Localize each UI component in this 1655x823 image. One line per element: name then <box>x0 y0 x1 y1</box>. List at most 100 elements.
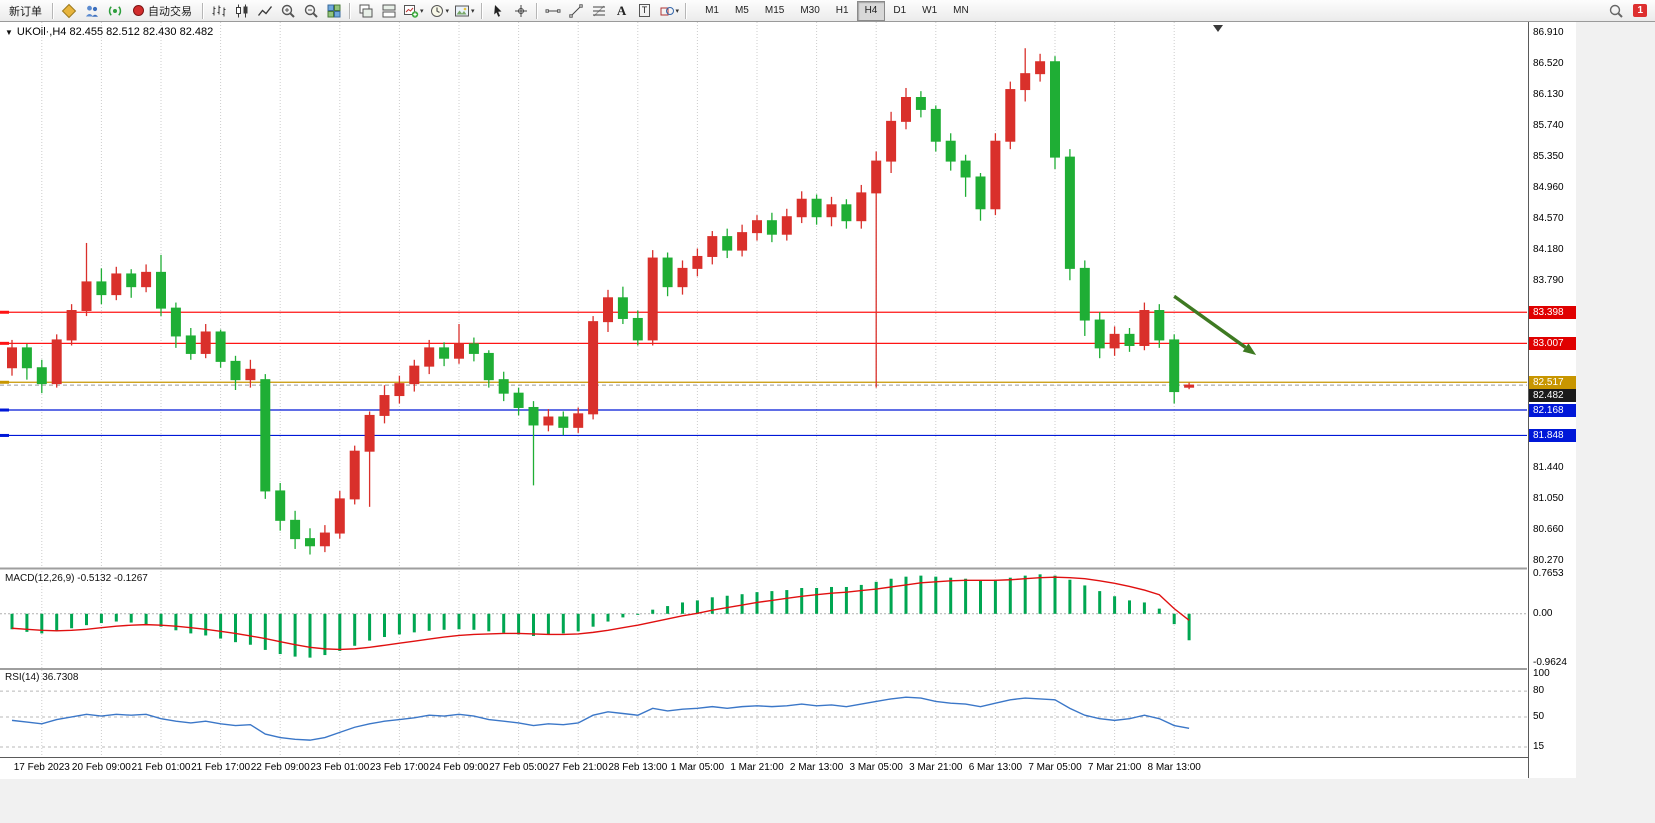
timeframe-M5[interactable]: M5 <box>727 1 757 21</box>
autotrading-button[interactable]: 自动交易 <box>127 1 198 21</box>
candle <box>632 317 643 341</box>
candle <box>156 271 166 309</box>
candle <box>454 343 464 359</box>
candle <box>483 352 494 381</box>
candle <box>558 416 569 428</box>
autotrading-label: 自动交易 <box>148 5 192 18</box>
candle <box>290 519 301 540</box>
timeframe-H4[interactable]: H4 <box>856 0 886 21</box>
label-tool-button[interactable]: T <box>634 1 656 21</box>
candle <box>349 450 360 500</box>
price-chart[interactable] <box>0 22 1527 757</box>
candle <box>990 140 1001 210</box>
trendline-icon <box>568 3 583 18</box>
timeframe-M15[interactable]: M15 <box>757 1 792 21</box>
candle <box>1005 89 1016 142</box>
fibonacci-icon <box>592 5 605 16</box>
candle <box>573 413 584 428</box>
tile-windows-button[interactable] <box>323 1 345 21</box>
fibonacci-tool-button[interactable] <box>588 1 610 21</box>
macd-pane <box>0 574 1527 658</box>
timeframe-MN[interactable]: MN <box>945 1 977 21</box>
time-axis-label: 2 Mar 13:00 <box>789 762 844 773</box>
zoom-in-button[interactable] <box>277 1 299 21</box>
label-tool-icon: T <box>638 4 651 17</box>
periods-button[interactable]: ▾ <box>427 1 452 21</box>
candle <box>871 160 882 194</box>
search-icon <box>1610 4 1624 18</box>
candle <box>1169 339 1180 393</box>
trend-arrow[interactable] <box>1173 294 1247 349</box>
price-axis-tick: 81.050 <box>1533 492 1564 504</box>
price-axis-tick: 50 <box>1533 710 1545 722</box>
price-axis-tick: 0.7653 <box>1533 568 1564 580</box>
crosshair-icon <box>514 4 527 17</box>
candle <box>766 220 777 235</box>
timeframe-M30[interactable]: M30 <box>792 1 827 21</box>
candle <box>424 347 435 367</box>
zoom-out-button[interactable] <box>300 1 322 21</box>
bottom-strip <box>0 778 1576 823</box>
candle <box>96 281 107 296</box>
candle <box>379 395 390 416</box>
price-axis-tick: 0.00 <box>1533 607 1553 619</box>
timeframe-M1[interactable]: M1 <box>697 1 727 21</box>
timeframe-H1[interactable]: H1 <box>828 1 857 21</box>
market-watch-button[interactable] <box>58 1 80 21</box>
search-button[interactable] <box>1605 1 1627 21</box>
macd-indicator-label: MACD(12,26,9) -0.5132 -0.1267 <box>5 573 148 584</box>
templates-button[interactable]: ▾ <box>452 1 477 21</box>
candle <box>603 297 613 323</box>
horizontal-line-tool-button[interactable] <box>542 1 564 21</box>
crosshair-tool-button[interactable] <box>510 1 532 21</box>
price-axis[interactable]: 86.910 86.520 86.130 85.740 85.350 84.960 84.5… <box>1528 22 1576 778</box>
candle <box>260 379 271 492</box>
candle <box>81 281 92 312</box>
chart-shift-marker[interactable] <box>1213 25 1223 32</box>
candle <box>319 532 330 547</box>
time-axis-label: 22 Feb 09:00 <box>250 762 310 773</box>
price-tag: 82.168 <box>1529 403 1576 417</box>
navigator-button[interactable] <box>81 1 103 21</box>
time-axis-label: 17 Feb 2023 <box>13 762 70 773</box>
signals-button[interactable] <box>104 1 126 21</box>
notification-badge[interactable]: 1 <box>1633 4 1647 17</box>
time-axis-label: 1 Mar 21:00 <box>730 762 784 773</box>
candle <box>588 321 599 415</box>
cursor-tool-button[interactable] <box>487 1 509 21</box>
candlestick-chart-button[interactable] <box>231 1 253 21</box>
dropdown-caret: ▾ <box>420 7 424 15</box>
tile-horizontal-button[interactable] <box>378 1 400 21</box>
trendline-tool-button[interactable] <box>565 1 587 21</box>
time-axis-label: 23 Feb 17:00 <box>369 762 429 773</box>
cascade-windows-button[interactable] <box>355 1 377 21</box>
one-click-trading-toggle[interactable]: ▼ <box>5 27 13 37</box>
candle <box>543 416 554 426</box>
candle <box>126 273 137 288</box>
candle <box>841 204 852 222</box>
price-axis-tick: 83.790 <box>1533 275 1564 287</box>
candle <box>66 310 77 341</box>
timeframe-D1[interactable]: D1 <box>885 1 914 21</box>
price-axis-tick: 85.350 <box>1533 151 1564 163</box>
text-tool-button[interactable]: A <box>611 1 633 21</box>
timeframe-W1[interactable]: W1 <box>914 1 945 21</box>
candle <box>468 343 479 354</box>
toolbar-separator <box>535 2 538 19</box>
time-axis[interactable]: 17 Feb 2023 20 Feb 09:00 21 Feb 01:00 21 Fe… <box>0 757 1528 779</box>
line-chart-button[interactable] <box>254 1 276 21</box>
candle <box>245 368 256 381</box>
price-axis-tick: 86.130 <box>1533 89 1564 101</box>
candle <box>1035 61 1046 75</box>
candle <box>662 257 673 288</box>
new-chart-button[interactable]: ▾ <box>401 1 426 21</box>
candle <box>1139 310 1150 346</box>
candle <box>1184 384 1195 388</box>
new-order-button[interactable]: 新订单 <box>3 1 48 21</box>
price-axis-tick: 81.440 <box>1533 461 1564 473</box>
bar-chart-button[interactable] <box>208 1 230 21</box>
candle <box>737 232 748 251</box>
price-tag: 82.517 <box>1529 375 1576 389</box>
time-axis-label: 21 Feb 17:00 <box>191 762 251 773</box>
shapes-tool-button[interactable]: ▾ <box>657 1 682 21</box>
